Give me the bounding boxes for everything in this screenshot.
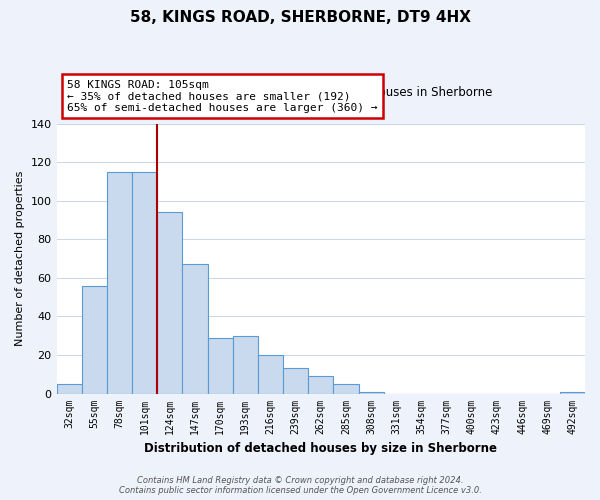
Bar — [107, 172, 132, 394]
Bar — [208, 338, 233, 394]
Bar — [359, 392, 383, 394]
Bar — [56, 384, 82, 394]
Bar — [258, 355, 283, 394]
X-axis label: Distribution of detached houses by size in Sherborne: Distribution of detached houses by size … — [144, 442, 497, 455]
Bar — [82, 286, 107, 394]
Text: Contains HM Land Registry data © Crown copyright and database right 2024.
Contai: Contains HM Land Registry data © Crown c… — [119, 476, 481, 495]
Y-axis label: Number of detached properties: Number of detached properties — [15, 171, 25, 346]
Bar — [283, 368, 308, 394]
Title: Size of property relative to detached houses in Sherborne: Size of property relative to detached ho… — [149, 86, 492, 99]
Bar — [308, 376, 334, 394]
Bar — [132, 172, 157, 394]
Bar — [233, 336, 258, 394]
Bar — [560, 392, 585, 394]
Bar — [182, 264, 208, 394]
Bar — [157, 212, 182, 394]
Text: 58 KINGS ROAD: 105sqm
← 35% of detached houses are smaller (192)
65% of semi-det: 58 KINGS ROAD: 105sqm ← 35% of detached … — [67, 80, 377, 113]
Bar — [334, 384, 359, 394]
Text: 58, KINGS ROAD, SHERBORNE, DT9 4HX: 58, KINGS ROAD, SHERBORNE, DT9 4HX — [130, 10, 470, 25]
